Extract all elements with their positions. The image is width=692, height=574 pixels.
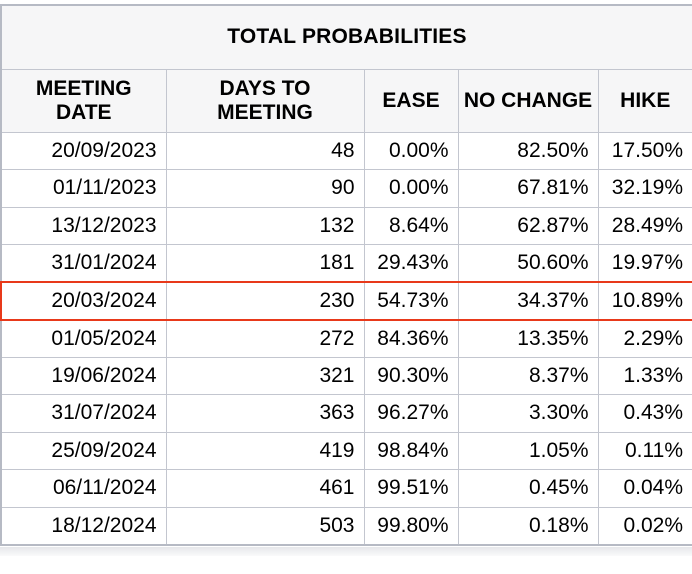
cell-meeting-date: 18/12/2024 <box>0 506 167 545</box>
table-title-row: TOTAL PROBABILITIES <box>0 4 692 70</box>
cell-ease: 54.73% <box>363 281 459 321</box>
cell-hike: 0.11% <box>597 431 692 470</box>
cell-no-change: 0.18% <box>457 506 599 545</box>
cell-meeting-date: 25/09/2024 <box>0 431 167 470</box>
cell-meeting-date: 01/05/2024 <box>0 319 167 358</box>
cell-hike: 0.43% <box>597 394 692 433</box>
cell-ease: 90.30% <box>363 356 459 395</box>
cell-meeting-date: 01/11/2023 <box>0 169 167 208</box>
table-row: 31/01/2024 181 29.43% 50.60% 19.97% <box>0 244 692 283</box>
cell-meeting-date: 06/11/2024 <box>0 469 167 508</box>
page: TOTAL PROBABILITIES MEETING DATE DAYS TO … <box>0 4 692 556</box>
cell-meeting-date: 13/12/2023 <box>0 206 167 245</box>
cell-no-change: 13.35% <box>457 319 599 358</box>
cell-meeting-date: 20/03/2024 <box>0 281 167 321</box>
cell-days-to-meeting: 181 <box>165 244 365 283</box>
cell-no-change: 1.05% <box>457 431 599 470</box>
cell-days-to-meeting: 90 <box>165 169 365 208</box>
table-row: 18/12/2024 503 99.80% 0.18% 0.02% <box>0 506 692 545</box>
window-bottom-edge <box>0 546 692 556</box>
cell-days-to-meeting: 503 <box>165 506 365 545</box>
cell-meeting-date: 19/06/2024 <box>0 356 167 395</box>
cell-no-change: 50.60% <box>457 244 599 283</box>
cell-hike: 32.19% <box>597 169 692 208</box>
cell-ease: 0.00% <box>363 131 459 170</box>
table-row: 25/09/2024 419 98.84% 1.05% 0.11% <box>0 431 692 470</box>
column-header-ease: EASE <box>363 68 459 133</box>
cell-hike: 17.50% <box>597 131 692 170</box>
cell-meeting-date: 31/01/2024 <box>0 244 167 283</box>
table-row: 06/11/2024 461 99.51% 0.45% 0.04% <box>0 469 692 508</box>
cell-ease: 99.80% <box>363 506 459 545</box>
cell-ease: 0.00% <box>363 169 459 208</box>
cell-no-change: 34.37% <box>457 281 599 321</box>
cell-days-to-meeting: 48 <box>165 131 365 170</box>
cell-ease: 8.64% <box>363 206 459 245</box>
column-header-no-change: NO CHANGE <box>457 68 599 133</box>
cell-no-change: 67.81% <box>457 169 599 208</box>
cell-ease: 84.36% <box>363 319 459 358</box>
cell-meeting-date: 31/07/2024 <box>0 394 167 433</box>
column-header-hike: HIKE <box>597 68 692 133</box>
cell-no-change: 8.37% <box>457 356 599 395</box>
column-header-days-to-meeting: DAYS TO MEETING <box>165 68 365 133</box>
column-header-row: MEETING DATE DAYS TO MEETING EASE NO CHANGE… <box>0 68 692 133</box>
cell-days-to-meeting: 321 <box>165 356 365 395</box>
column-header-meeting-date: MEETING DATE <box>0 68 167 133</box>
cell-days-to-meeting: 419 <box>165 431 365 470</box>
cell-ease: 98.84% <box>363 431 459 470</box>
total-probabilities-table: TOTAL PROBABILITIES MEETING DATE DAYS TO … <box>0 4 692 546</box>
cell-hike: 2.29% <box>597 319 692 358</box>
cell-days-to-meeting: 272 <box>165 319 365 358</box>
cell-no-change: 3.30% <box>457 394 599 433</box>
cell-ease: 96.27% <box>363 394 459 433</box>
table-row: 19/06/2024 321 90.30% 8.37% 1.33% <box>0 356 692 395</box>
cell-ease: 29.43% <box>363 244 459 283</box>
table-row-highlighted: 20/03/2024 230 54.73% 34.37% 10.89% <box>0 281 692 321</box>
cell-ease: 99.51% <box>363 469 459 508</box>
cell-no-change: 0.45% <box>457 469 599 508</box>
cell-days-to-meeting: 132 <box>165 206 365 245</box>
cell-hike: 19.97% <box>597 244 692 283</box>
cell-meeting-date: 20/09/2023 <box>0 131 167 170</box>
table-row: 01/11/2023 90 0.00% 67.81% 32.19% <box>0 169 692 208</box>
cell-no-change: 62.87% <box>457 206 599 245</box>
cell-hike: 28.49% <box>597 206 692 245</box>
table-row: 01/05/2024 272 84.36% 13.35% 2.29% <box>0 319 692 358</box>
cell-hike: 0.04% <box>597 469 692 508</box>
table-row: 20/09/2023 48 0.00% 82.50% 17.50% <box>0 131 692 170</box>
cell-hike: 10.89% <box>597 281 692 321</box>
cell-days-to-meeting: 230 <box>165 281 365 321</box>
table-title: TOTAL PROBABILITIES <box>0 4 692 70</box>
cell-days-to-meeting: 363 <box>165 394 365 433</box>
cell-no-change: 82.50% <box>457 131 599 170</box>
cell-days-to-meeting: 461 <box>165 469 365 508</box>
cell-hike: 0.02% <box>597 506 692 545</box>
cell-hike: 1.33% <box>597 356 692 395</box>
table-row: 31/07/2024 363 96.27% 3.30% 0.43% <box>0 394 692 433</box>
table-row: 13/12/2023 132 8.64% 62.87% 28.49% <box>0 206 692 245</box>
